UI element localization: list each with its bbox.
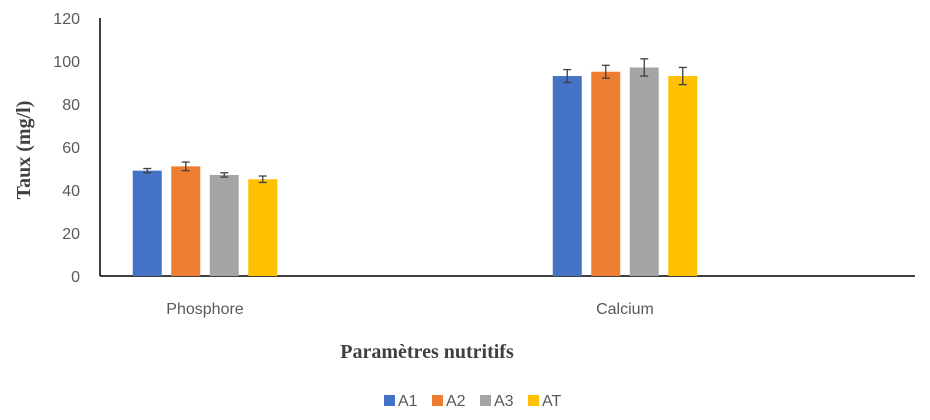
y-tick-label: 40 <box>62 183 80 200</box>
bar-AT-Phosphore <box>248 179 278 276</box>
bar-A2-Calcium <box>591 71 621 276</box>
legend-label-A2: A2 <box>446 393 466 410</box>
x-axis-title: Paramètres nutritifs <box>340 341 514 363</box>
category-label: Calcium <box>596 301 654 318</box>
bar-A1-Phosphore <box>132 170 162 276</box>
legend-label-A1: A1 <box>398 393 418 410</box>
y-tick-label: 20 <box>62 226 80 243</box>
legend-swatch-AT <box>528 395 539 406</box>
bar-A3-Calcium <box>629 67 659 276</box>
legend-swatch-A3 <box>480 395 491 406</box>
y-axis-title: Taux (mg/l) <box>13 101 35 200</box>
legend-swatch-A2 <box>432 395 443 406</box>
y-tick-label: 120 <box>53 11 80 28</box>
bar-A1-Calcium <box>552 76 582 276</box>
y-tick-label: 80 <box>62 97 80 114</box>
y-tick-label: 0 <box>71 269 80 286</box>
category-labels: Phosphore Calcium <box>166 301 654 318</box>
bars-group <box>132 58 698 276</box>
legend-label-AT: AT <box>542 393 561 410</box>
bar-A2-Phosphore <box>171 166 201 276</box>
legend: A1 A2 A3 AT <box>384 393 561 410</box>
category-label: Phosphore <box>166 301 243 318</box>
y-tick-label: 100 <box>53 54 80 71</box>
legend-label-A3: A3 <box>494 393 514 410</box>
bar-AT-Calcium <box>668 76 698 276</box>
bar-A3-Phosphore <box>209 174 239 276</box>
y-tick-label: 60 <box>62 140 80 157</box>
y-axis-ticks: 0 20 40 60 80 100 120 <box>53 11 80 286</box>
legend-swatch-A1 <box>384 395 395 406</box>
